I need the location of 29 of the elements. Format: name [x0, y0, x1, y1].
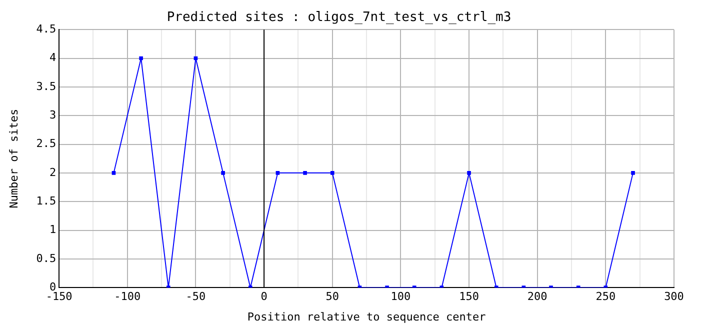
- x-axis-title: Position relative to sequence center: [247, 310, 486, 324]
- x-tick-label: 250: [596, 290, 616, 304]
- y-tick-label: 0.5: [36, 252, 56, 265]
- x-tick-label: -50: [186, 290, 206, 304]
- x-tick-label: 0: [260, 290, 268, 304]
- point: [631, 171, 635, 175]
- y-tick-label: 2.5: [36, 137, 56, 150]
- point: [330, 171, 334, 175]
- y-tick-label: 4: [49, 51, 56, 64]
- point: [467, 171, 471, 175]
- x-tick-label: 100: [390, 290, 411, 304]
- point: [221, 171, 225, 175]
- point: [139, 56, 143, 60]
- x-tick-label: -100: [114, 290, 141, 304]
- point: [303, 171, 307, 175]
- chart-title: Predicted sites : oligos_7nt_test_vs_ctrl_m3: [166, 10, 512, 26]
- x-tick-label: 150: [459, 290, 479, 304]
- y-tick-label: 1.5: [36, 194, 56, 208]
- y-axis-title: Number of sites: [7, 108, 20, 208]
- y-tick-label: 4.5: [36, 22, 56, 36]
- y-tick-label: 3.5: [36, 80, 56, 93]
- point: [276, 171, 280, 175]
- point: [112, 171, 116, 175]
- y-tick-label: 2: [49, 166, 56, 179]
- y-tick-label: 1: [49, 223, 56, 236]
- x-tick-label: 300: [664, 290, 684, 304]
- x-tick-label: 50: [326, 290, 339, 304]
- x-tick-label: 200: [527, 290, 548, 304]
- y-tick-label: 3: [49, 108, 56, 122]
